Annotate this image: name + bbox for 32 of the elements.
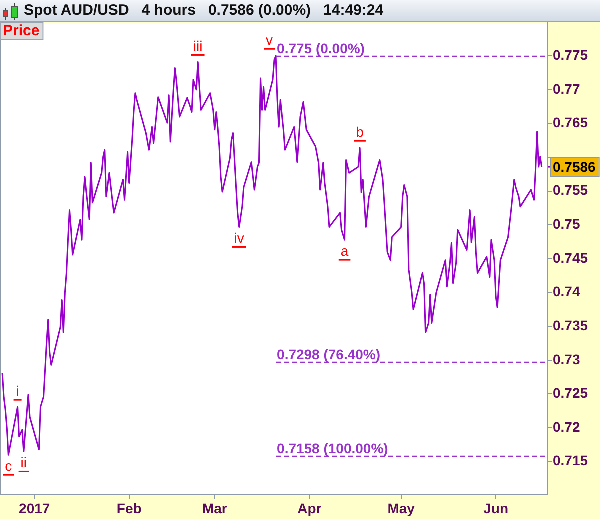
annotation: b [356, 124, 364, 140]
x-tick-label: Feb [116, 500, 142, 516]
ref-line-label: 0.7298 (76.40%) [277, 346, 381, 362]
y-tick-label: 0.77 [553, 80, 580, 97]
y-tick-label: 0.73 [553, 351, 580, 368]
annotation: ii [20, 454, 28, 471]
annotation: a [340, 242, 349, 259]
y-tick-label: 0.72 [553, 418, 580, 435]
annotation: v [266, 32, 274, 48]
annotation: i [16, 382, 20, 399]
y-tick-label: 0.75 [553, 216, 580, 232]
y-tick-label: 0.755 [553, 182, 588, 198]
y-tick-label: 0.765 [553, 114, 588, 131]
chart-title: Spot AUD/USD 4 hours 0.7586 (0.00%) 14:49:24 [24, 1, 384, 21]
ref-line-label: 0.775 (0.00%) [277, 40, 365, 56]
x-tick-label: Mar [202, 500, 228, 516]
x-tick-label: Apr [298, 500, 322, 516]
annotation: iii [193, 38, 203, 54]
annotation: c [5, 458, 12, 474]
x-tick-label: 2017 [19, 500, 50, 516]
y-tick-label: 0.74 [553, 284, 580, 300]
annotation: 0.7586 [553, 158, 596, 175]
y-tick-label: 0.745 [553, 250, 588, 266]
x-tick-label: Jun [484, 500, 508, 516]
annotation: iv [234, 230, 244, 246]
annotation: Price [3, 22, 40, 40]
ref-line-label: 0.7158 (100.00%) [277, 440, 388, 456]
x-tick-label: May [388, 500, 416, 516]
y-tick-label: 0.775 [553, 46, 588, 63]
y-tick-label: 0.715 [553, 452, 588, 469]
y-tick-label: 0.725 [553, 385, 588, 402]
y-tick-label: 0.735 [553, 317, 588, 334]
